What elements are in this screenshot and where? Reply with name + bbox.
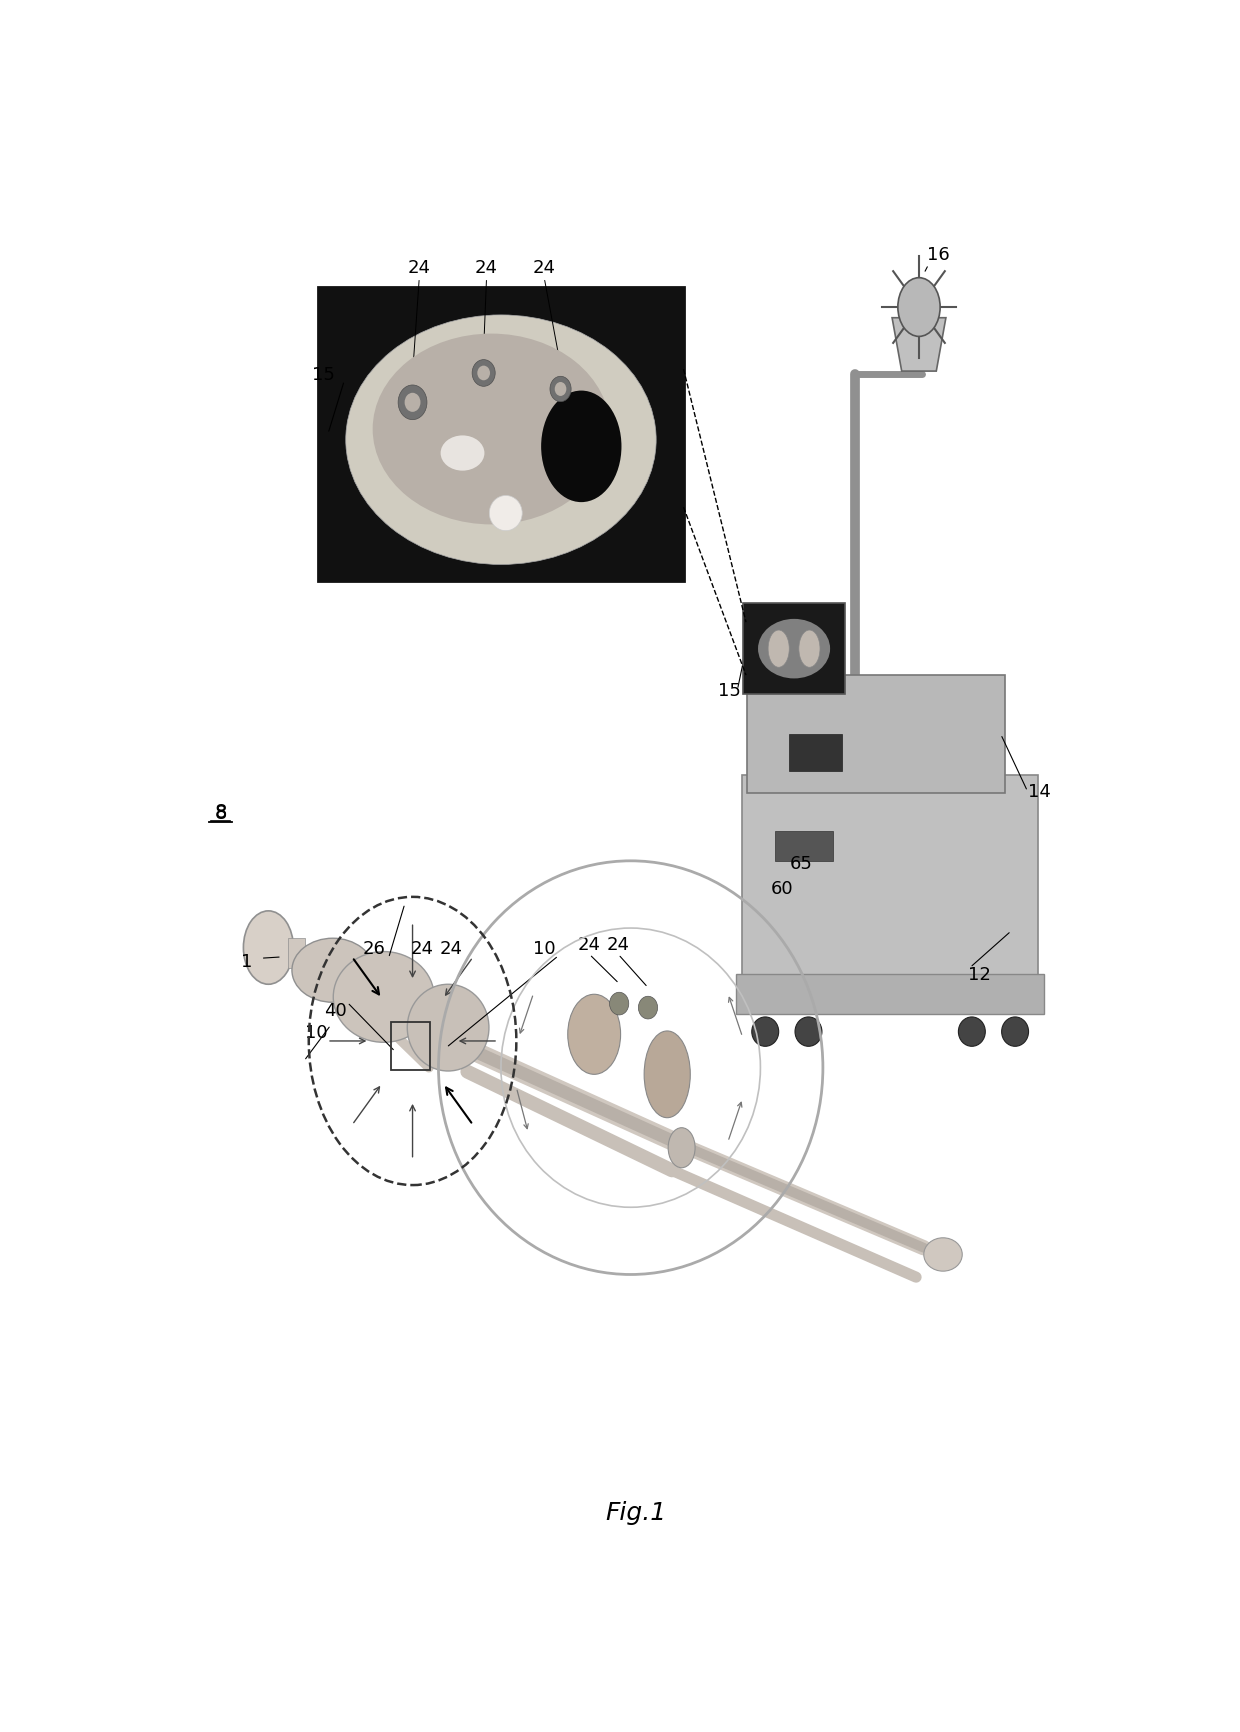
Ellipse shape	[243, 911, 294, 986]
Ellipse shape	[291, 939, 373, 1003]
Ellipse shape	[407, 986, 489, 1072]
Text: 8: 8	[215, 804, 227, 823]
Bar	[789, 734, 842, 772]
Bar	[319, 288, 683, 582]
Ellipse shape	[490, 495, 522, 532]
Ellipse shape	[959, 1017, 986, 1046]
Bar	[392, 1022, 430, 1070]
Ellipse shape	[795, 1017, 822, 1046]
Ellipse shape	[346, 315, 656, 565]
Ellipse shape	[758, 620, 830, 679]
Ellipse shape	[668, 1128, 696, 1167]
Polygon shape	[892, 319, 946, 372]
Ellipse shape	[924, 1238, 962, 1271]
Text: 24: 24	[475, 258, 498, 277]
Text: 40: 40	[325, 1001, 347, 1020]
Text: 26: 26	[362, 939, 386, 958]
Text: 24: 24	[533, 258, 556, 277]
Text: 60: 60	[770, 880, 792, 897]
Ellipse shape	[551, 378, 572, 402]
Ellipse shape	[334, 953, 434, 1043]
Ellipse shape	[373, 334, 610, 525]
Ellipse shape	[639, 996, 657, 1020]
Bar	[288, 939, 305, 968]
Ellipse shape	[768, 630, 790, 669]
FancyBboxPatch shape	[746, 675, 1004, 793]
Text: 10: 10	[533, 939, 556, 958]
FancyBboxPatch shape	[743, 604, 844, 695]
Ellipse shape	[751, 1017, 779, 1046]
Ellipse shape	[554, 383, 567, 397]
Text: 24: 24	[410, 939, 434, 958]
Ellipse shape	[477, 367, 490, 381]
Text: 8: 8	[215, 802, 227, 821]
Bar	[737, 975, 1044, 1015]
Text: 24: 24	[578, 935, 601, 953]
Ellipse shape	[472, 360, 495, 386]
Ellipse shape	[610, 992, 629, 1015]
Text: 10: 10	[305, 1024, 327, 1041]
Bar	[775, 831, 832, 861]
Text: 15: 15	[311, 365, 335, 383]
Text: 24: 24	[606, 935, 630, 953]
Text: 24: 24	[439, 939, 463, 958]
Text: 24: 24	[408, 258, 430, 277]
Text: 15: 15	[718, 682, 742, 700]
Ellipse shape	[1002, 1017, 1028, 1046]
Ellipse shape	[398, 386, 427, 421]
FancyBboxPatch shape	[743, 776, 1038, 987]
Text: 12: 12	[968, 966, 991, 984]
Text: 65: 65	[790, 856, 812, 873]
Ellipse shape	[440, 436, 485, 471]
Text: Fig.1: Fig.1	[605, 1500, 666, 1524]
Ellipse shape	[404, 393, 420, 412]
Ellipse shape	[568, 994, 620, 1074]
Text: 16: 16	[926, 246, 950, 263]
Ellipse shape	[644, 1031, 691, 1119]
Circle shape	[898, 279, 940, 338]
Text: 1: 1	[241, 953, 252, 970]
Ellipse shape	[541, 391, 621, 502]
Ellipse shape	[799, 630, 820, 669]
Text: 14: 14	[1028, 783, 1050, 800]
